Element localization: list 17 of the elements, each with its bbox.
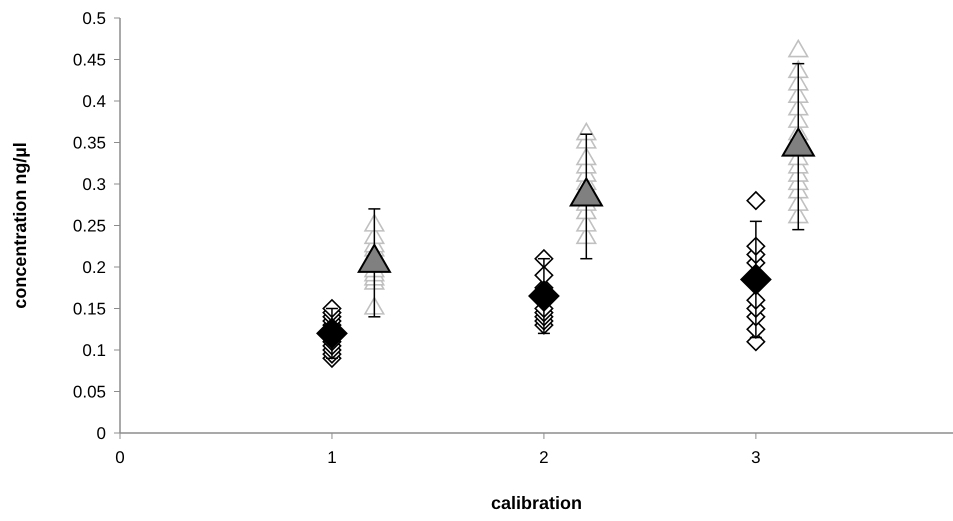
x-axis-title: calibration bbox=[490, 493, 582, 513]
y-tick-label: 0.4 bbox=[82, 92, 106, 111]
x-tick-label: 0 bbox=[115, 448, 125, 467]
x-tick-label: 2 bbox=[539, 448, 549, 467]
y-tick-label: 0.05 bbox=[72, 382, 106, 402]
y-tick-label: 0 bbox=[96, 424, 106, 443]
y-tick-label: 0.15 bbox=[72, 299, 106, 318]
y-tick-label: 0.25 bbox=[72, 216, 106, 236]
y-tick-label: 0.45 bbox=[72, 50, 106, 70]
y-tick-label: 0.2 bbox=[82, 258, 106, 277]
x-tick-label: 1 bbox=[327, 448, 337, 467]
y-tick-label: 0.3 bbox=[82, 174, 106, 194]
x-tick-label: 3 bbox=[751, 448, 761, 467]
y-tick-label: 0.35 bbox=[72, 133, 106, 152]
y-axis-title: concentration ng/µl bbox=[10, 142, 30, 309]
y-tick-label: 0.1 bbox=[82, 340, 106, 360]
y-tick-label: 0.5 bbox=[82, 8, 106, 28]
